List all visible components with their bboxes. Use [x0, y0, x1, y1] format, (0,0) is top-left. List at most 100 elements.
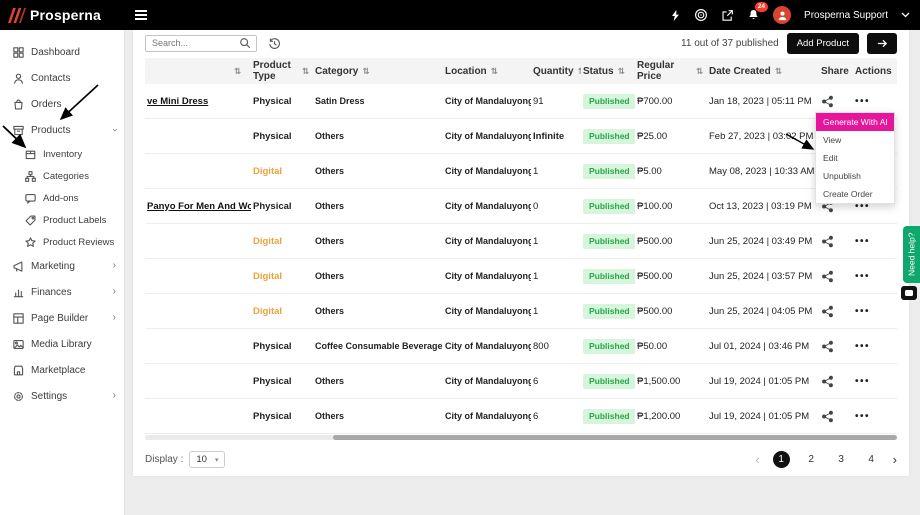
share-icon[interactable] — [819, 340, 853, 353]
sidebar-subitem-categories[interactable]: Categories — [0, 165, 124, 187]
product-name-cell: ve Mini Dress — [145, 96, 251, 107]
sort-icon[interactable]: ⇅ — [774, 65, 782, 76]
scrollbar-thumb[interactable] — [333, 435, 897, 440]
column-header-regular-price[interactable]: Regular Price ⇅ — [637, 60, 703, 82]
chevron-down-icon[interactable] — [901, 12, 910, 18]
row-actions-button[interactable]: ••• — [855, 200, 871, 212]
product-location: City of Mandaluyong — [445, 306, 531, 316]
date-created: Jul 19, 2024 | 01:05 PM — [709, 410, 810, 422]
sidebar-item-orders[interactable]: Orders — [0, 91, 124, 117]
product-type: Digital — [253, 270, 283, 282]
sidebar-item-marketing[interactable]: Marketing › — [0, 253, 124, 279]
export-button[interactable] — [867, 32, 897, 54]
sidebar-subitem-label: Categories — [43, 170, 89, 182]
hamburger-menu-icon[interactable] — [135, 9, 147, 21]
page-number-4[interactable]: 4 — [868, 454, 874, 465]
row-actions-button[interactable]: ••• — [855, 410, 871, 422]
product-category: Satin Dress — [315, 96, 365, 106]
sort-icon[interactable]: ⇅ — [301, 65, 309, 76]
product-location: City of Mandaluyong — [445, 376, 531, 386]
page-number-2[interactable]: 2 — [808, 454, 814, 465]
sidebar-item-settings[interactable]: Settings › — [0, 383, 124, 409]
product-name-link[interactable]: Panyo For Men And Women — [147, 200, 251, 212]
share-icon[interactable] — [819, 235, 853, 248]
product-name-link[interactable]: ve Mini Dress — [147, 95, 209, 107]
product-category: Coffee Consumable Beverage — [315, 341, 443, 351]
sort-icon[interactable]: ⇅ — [578, 66, 581, 77]
sidebar-item-marketplace[interactable]: Marketplace — [0, 357, 124, 383]
share-icon[interactable] — [819, 270, 853, 283]
logo[interactable]: Prosperna — [0, 7, 127, 23]
inventory-icon — [24, 148, 37, 161]
column-header-quantity[interactable]: Quantity⇅ — [531, 66, 581, 77]
target-icon[interactable] — [694, 8, 708, 22]
context-menu-item-view[interactable]: View — [823, 135, 842, 145]
share-icon[interactable] — [819, 375, 853, 388]
column-header-location[interactable]: Location ⇅ — [445, 65, 498, 77]
sidebar-subitem-product-reviews[interactable]: Product Reviews — [0, 231, 124, 253]
sidebar-item-products[interactable]: Products › — [0, 117, 124, 143]
column-header-status[interactable]: Status ⇅ — [583, 65, 625, 77]
history-restore-button[interactable] — [268, 37, 281, 50]
sidebar-subitem-product-labels[interactable]: Product Labels — [0, 209, 124, 231]
notifications-bell-icon[interactable]: 24 — [747, 2, 769, 22]
date-created: Jul 19, 2024 | 01:05 PM — [709, 375, 810, 387]
share-icon[interactable] — [819, 410, 853, 423]
horizontal-scrollbar[interactable] — [145, 435, 897, 440]
product-quantity: 91 — [533, 95, 544, 107]
product-quantity: 6 — [533, 410, 539, 422]
sidebar-item-page-builder[interactable]: Page Builder › — [0, 305, 124, 331]
table-row: ve Mini Dress Physical Satin Dress City of … — [145, 84, 897, 119]
search-button[interactable] — [234, 35, 256, 51]
sidebar-item-dashboard[interactable]: Dashboard — [0, 39, 124, 65]
row-actions-button[interactable]: ••• — [855, 340, 871, 352]
prev-page-button[interactable]: ‹ — [755, 452, 760, 467]
display-count-select[interactable]: 10 ▾ — [189, 451, 226, 468]
row-actions-button[interactable]: ••• — [855, 235, 871, 247]
column-header-product-name[interactable]: ⇅ — [145, 66, 251, 77]
avatar[interactable] — [773, 6, 792, 24]
context-menu-item-generate-with-ai[interactable]: Generate With AI — [816, 113, 894, 131]
page-number-1[interactable]: 1 — [772, 451, 790, 468]
user-name: Prosperna Support — [804, 9, 888, 21]
share-icon[interactable] — [819, 305, 853, 318]
sort-icon[interactable]: ⇅ — [695, 65, 703, 76]
add-product-button[interactable]: Add Product — [786, 32, 859, 54]
chevron-down-icon: › — [109, 128, 121, 132]
share-icon[interactable] — [819, 95, 853, 108]
product-quantity: 800 — [533, 340, 549, 352]
sort-icon[interactable]: ⇅ — [617, 65, 625, 76]
sidebar-subitem-inventory[interactable]: Inventory — [0, 143, 124, 165]
sort-icon[interactable]: ⇅ — [490, 65, 498, 76]
page-number-3[interactable]: 3 — [838, 454, 844, 465]
lightning-icon[interactable] — [670, 9, 681, 22]
next-page-button[interactable]: › — [892, 452, 897, 467]
product-location: City of Mandaluyong — [445, 96, 531, 106]
product-location: City of Mandaluyong — [445, 201, 531, 211]
row-actions-button[interactable]: ••• — [855, 305, 871, 317]
chat-icon — [905, 290, 913, 296]
row-actions-button[interactable]: ••• — [855, 270, 871, 282]
column-header-category[interactable]: Category ⇅ — [315, 65, 370, 77]
search-input[interactable] — [146, 35, 234, 51]
products-card: 11 out of 37 published Add Product ⇅Prod… — [133, 30, 909, 476]
date-created: May 08, 2023 | 10:33 AM — [709, 165, 815, 177]
sort-icon[interactable]: ⇅ — [362, 65, 370, 76]
sidebar-item-label: Marketplace — [31, 364, 86, 376]
column-header-product-type[interactable]: Product Type ⇅ — [253, 60, 309, 82]
sidebar-subitem-add-ons[interactable]: Add-ons — [0, 187, 124, 209]
sidebar-item-contacts[interactable]: Contacts — [0, 65, 124, 91]
chat-widget-button[interactable] — [901, 286, 917, 300]
product-quantity: 1 — [533, 305, 539, 317]
sort-icon[interactable]: ⇅ — [233, 65, 241, 76]
column-header-date-created[interactable]: Date Created ⇅ — [709, 65, 782, 77]
context-menu-item-create-order[interactable]: Create Order — [823, 189, 873, 199]
context-menu-item-unpublish[interactable]: Unpublish — [823, 171, 861, 181]
sidebar-item-media-library[interactable]: Media Library — [0, 331, 124, 357]
row-actions-button[interactable]: ••• — [855, 95, 871, 107]
need-help-tab[interactable]: Need help? — [903, 226, 920, 283]
sidebar-item-finances[interactable]: Finances › — [0, 279, 124, 305]
external-link-icon[interactable] — [721, 9, 734, 22]
row-actions-button[interactable]: ••• — [855, 375, 871, 387]
context-menu-item-edit[interactable]: Edit — [823, 153, 838, 163]
